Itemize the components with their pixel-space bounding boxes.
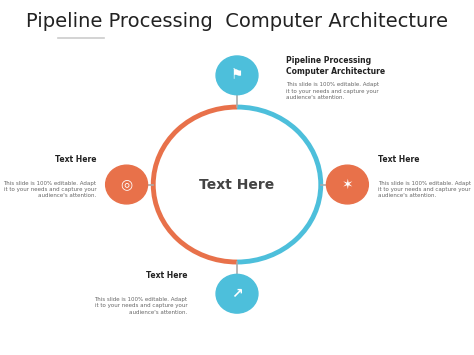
Text: ⚑: ⚑ <box>231 69 243 82</box>
Text: Pipeline Processing
Computer Architecture: Pipeline Processing Computer Architectur… <box>286 56 386 76</box>
Circle shape <box>216 56 258 95</box>
Text: This slide is 100% editable. Adapt
it to your needs and capture your
audience's : This slide is 100% editable. Adapt it to… <box>3 181 96 198</box>
Text: Text Here: Text Here <box>200 178 274 192</box>
Text: This slide is 100% editable. Adapt
it to your needs and capture your
audience's : This slide is 100% editable. Adapt it to… <box>378 181 471 198</box>
Text: Pipeline Processing  Computer Architecture: Pipeline Processing Computer Architectur… <box>26 12 448 31</box>
Text: This slide is 100% editable. Adapt
it to your needs and capture your
audience's : This slide is 100% editable. Adapt it to… <box>94 297 188 315</box>
Text: Text Here: Text Here <box>146 271 188 280</box>
Circle shape <box>106 165 147 204</box>
Circle shape <box>327 165 368 204</box>
Text: ◎: ◎ <box>120 178 133 192</box>
Circle shape <box>216 274 258 313</box>
Text: Text Here: Text Here <box>55 155 96 164</box>
Text: Text Here: Text Here <box>378 155 419 164</box>
Text: This slide is 100% editable. Adapt
it to your needs and capture your
audience's : This slide is 100% editable. Adapt it to… <box>286 82 380 100</box>
Text: ✶: ✶ <box>342 178 353 192</box>
Text: ↗: ↗ <box>231 287 243 301</box>
